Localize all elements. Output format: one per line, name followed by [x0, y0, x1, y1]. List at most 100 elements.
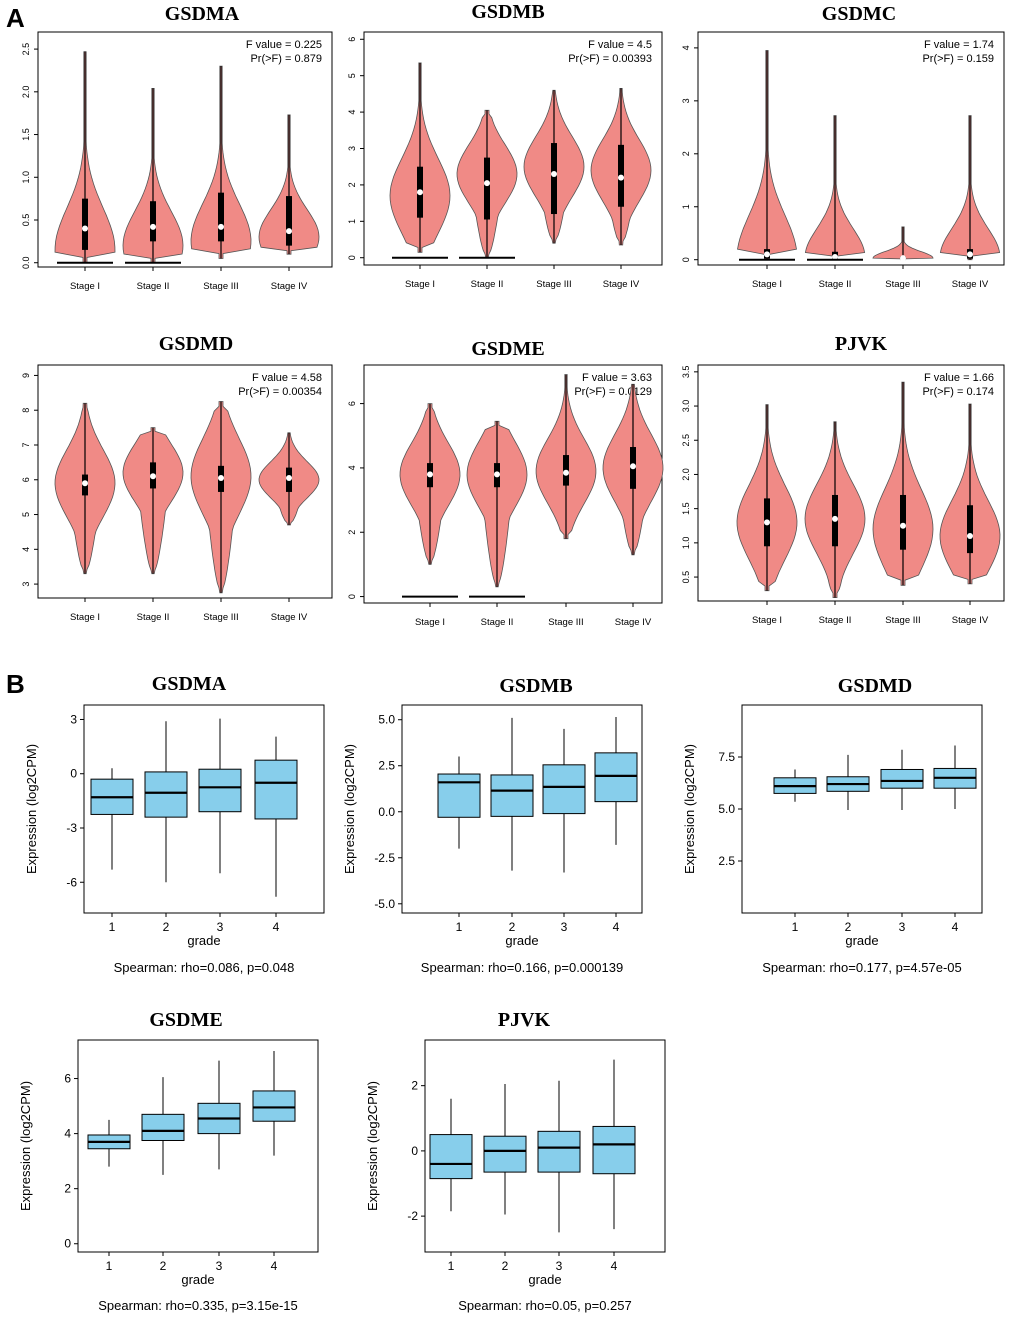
chart-title: GSDMB [471, 1, 544, 23]
y-tick-label: 0.5 [681, 571, 691, 584]
y-tick-label: 3 [21, 582, 31, 587]
x-tick-label: Stage IV [952, 615, 989, 626]
y-axis-label: Expression (log2CPM) [365, 1081, 380, 1211]
violin-iqr-bar [484, 157, 490, 220]
violin-median-dot [286, 475, 292, 482]
violin-median-dot [417, 189, 423, 196]
violin-chart-gsdma: GSDMA F value = 0.225 Pr(>F) = 0.879 0.0 0.5… [21, 3, 333, 292]
x-tick-label: 3 [217, 920, 224, 934]
x-tick-label: Stage II [481, 617, 514, 628]
panel-label-b: B [6, 669, 25, 699]
violin-chart-gsdmd: GSDMD F value = 4.58 Pr(>F) = 0.00354 3 4 5 6 7… [21, 333, 333, 623]
y-tick-label: 3.5 [681, 366, 691, 379]
y-tick-label: 2.5 [21, 43, 31, 56]
x-axis-label: grade [528, 1272, 561, 1287]
y-tick-label: 3 [681, 98, 691, 103]
plot-frame [401, 704, 643, 914]
y-tick-label: 6 [347, 37, 357, 42]
x-tick-label: 2 [502, 1259, 509, 1273]
y-tick-label: 3.0 [681, 400, 691, 413]
y-tick-label: 5 [21, 512, 31, 517]
x-tick-label: 3 [556, 1259, 563, 1273]
violin-median-dot [484, 180, 490, 187]
y-tick-label: -2 [407, 1209, 418, 1223]
y-tick-label: 6 [347, 401, 357, 406]
y-tick-label: 0 [411, 1144, 418, 1158]
x-tick-label: 4 [613, 920, 620, 934]
x-tick-label: 1 [448, 1259, 455, 1273]
y-tick-label: 2.5 [378, 759, 395, 773]
violin-median-dot [764, 519, 770, 526]
chart-title: GSDMD [159, 333, 233, 355]
y-tick-label: -6 [66, 875, 77, 889]
x-tick-label: Stage II [471, 279, 504, 290]
y-tick-label: 0.0 [21, 256, 31, 269]
x-tick-label: 3 [561, 920, 568, 934]
f-value-label: F value = 4.58 [252, 372, 322, 384]
violin-median-dot [82, 225, 88, 232]
violin-median-dot [563, 469, 569, 476]
x-tick-label: Stage II [819, 615, 852, 626]
y-tick-label: 3 [70, 712, 77, 726]
p-value-label: Pr(>F) = 0.174 [922, 386, 994, 398]
p-value-label: Pr(>F) = 0.00393 [568, 53, 652, 65]
y-tick-label: 2 [411, 1079, 418, 1093]
x-tick-label: Stage I [752, 615, 782, 626]
violin-median-dot [967, 251, 973, 258]
x-tick-label: 1 [456, 920, 463, 934]
charts-container: GSDMA F value = 0.225 Pr(>F) = 0.879 0.0 0.5… [18, 1, 1005, 1313]
x-tick-label: 1 [106, 1259, 113, 1273]
x-axis-label: grade [181, 1272, 214, 1287]
y-tick-label: 6 [64, 1072, 71, 1086]
box-iqr [144, 771, 188, 818]
box-iqr [141, 1113, 185, 1141]
x-axis-label: grade [505, 933, 538, 948]
plot-frame [83, 704, 325, 914]
x-tick-label: 4 [273, 920, 280, 934]
violin-iqr-bar [82, 198, 88, 250]
plot-frame [697, 31, 1005, 266]
box-chart-gsdmd: GSDMD 7.5 5.0 2.5 Expression (log2CPM) 1 2 3 4 gr… [682, 675, 983, 975]
box-iqr [594, 752, 638, 803]
y-tick-label: 5.0 [718, 802, 735, 816]
y-tick-label: 0.0 [378, 805, 395, 819]
f-value-label: F value = 4.5 [588, 39, 652, 51]
p-value-label: Pr(>F) = 0.0129 [574, 386, 652, 398]
x-tick-label: Stage II [137, 281, 170, 292]
chart-title: GSDME [471, 338, 544, 360]
violin-median-dot [900, 522, 906, 529]
f-value-label: F value = 1.66 [924, 372, 994, 384]
f-value-label: F value = 0.225 [246, 39, 322, 51]
y-tick-label: 5 [347, 73, 357, 78]
y-tick-label: 8 [21, 408, 31, 413]
violin-median-dot [82, 480, 88, 487]
violin-median-dot [286, 228, 292, 235]
y-tick-label: 7.5 [718, 750, 735, 764]
x-tick-label: 1 [792, 920, 799, 934]
box-iqr [252, 1090, 296, 1122]
y-tick-label: 9 [21, 373, 31, 378]
x-tick-label: Stage IV [952, 279, 989, 290]
violin-median-dot [218, 475, 224, 482]
y-tick-label: 5.0 [378, 713, 395, 727]
violin-median-dot [764, 251, 770, 258]
violin-median-dot [427, 471, 433, 478]
x-tick-label: 2 [160, 1259, 167, 1273]
y-tick-label: -2.5 [374, 851, 395, 865]
x-tick-label: Stage IV [271, 281, 308, 292]
violin-median-dot [150, 473, 156, 480]
y-tick-label: 4 [347, 110, 357, 115]
box-iqr [429, 1134, 473, 1180]
box-iqr [490, 774, 534, 817]
plot-frame [37, 364, 333, 599]
y-tick-label: 4 [64, 1127, 71, 1141]
f-value-label: F value = 3.63 [582, 372, 652, 384]
plot-frame [77, 1039, 319, 1253]
spearman-caption: Spearman: rho=0.335, p=3.15e-15 [98, 1298, 297, 1313]
x-tick-label: Stage I [752, 279, 782, 290]
plot-frame [741, 704, 983, 914]
violin-median-dot [551, 170, 557, 177]
plot-frame [424, 1039, 666, 1253]
violin-median-dot [150, 223, 156, 230]
violin-median-dot [618, 174, 624, 181]
